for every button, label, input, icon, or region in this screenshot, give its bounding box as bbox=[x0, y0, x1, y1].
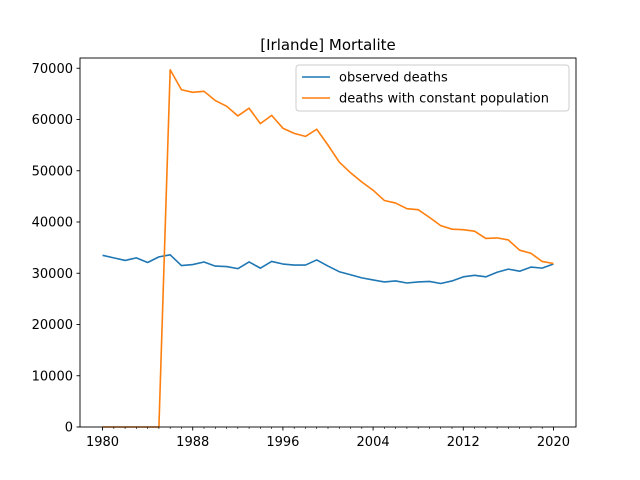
plot-area: 1980 1988 1996 2004 2012 2020 0 10000 20000 30000… bbox=[32, 57, 577, 450]
chart-title: [Irlande] Mortalite bbox=[260, 36, 395, 54]
y-tick-label: 0 bbox=[65, 421, 73, 436]
legend-label-2: deaths with constant population bbox=[339, 92, 549, 107]
y-tick-label: 30000 bbox=[32, 267, 73, 282]
y-tick-label: 50000 bbox=[32, 164, 73, 179]
x-tick-label: 2004 bbox=[357, 435, 390, 450]
series-line-1 bbox=[102, 254, 554, 285]
legend: observed deaths deaths with constant popu… bbox=[295, 64, 570, 112]
y-tick-label: 70000 bbox=[32, 62, 73, 77]
y-tick-label: 60000 bbox=[32, 113, 73, 128]
x-tick-label: 1980 bbox=[86, 435, 119, 450]
legend-box bbox=[295, 64, 570, 112]
x-tick-label: 2020 bbox=[537, 435, 570, 450]
y-tick-label: 10000 bbox=[32, 369, 73, 384]
y-tick-label: 20000 bbox=[32, 318, 73, 333]
legend-label-1: observed deaths bbox=[339, 71, 448, 86]
series-line-2 bbox=[102, 68, 554, 428]
x-tick-label: 2012 bbox=[447, 435, 480, 450]
axes-frame bbox=[79, 57, 577, 428]
x-tick-label: 1988 bbox=[176, 435, 209, 450]
x-tick-label: 1996 bbox=[266, 435, 299, 450]
y-tick-label: 40000 bbox=[32, 216, 73, 231]
